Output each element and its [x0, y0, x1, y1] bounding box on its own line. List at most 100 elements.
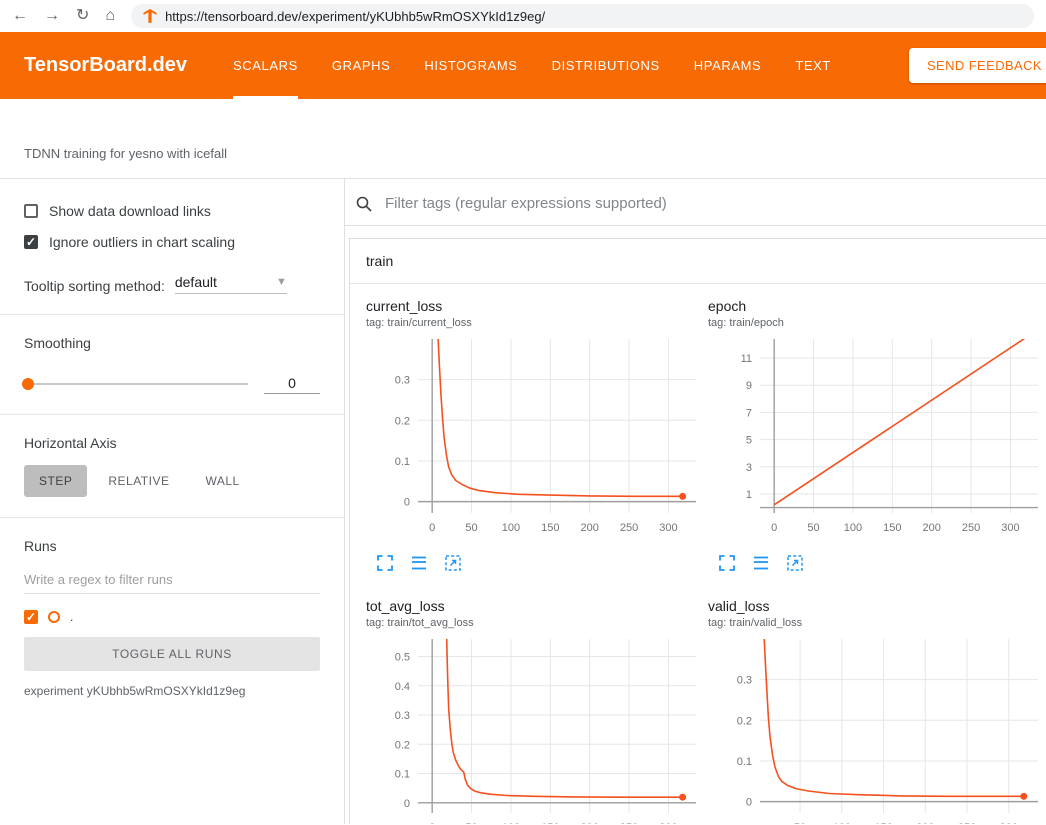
expand-chart-icon[interactable] [718, 554, 736, 572]
svg-text:200: 200 [581, 522, 599, 534]
home-icon[interactable]: ⌂ [105, 7, 116, 24]
browser-toolbar: ← → ↻ ⌂ https://tensorboard.dev/experime… [0, 0, 1046, 32]
svg-text:300: 300 [659, 822, 677, 824]
svg-text:200: 200 [923, 522, 941, 534]
svg-text:0.2: 0.2 [395, 739, 410, 751]
back-icon[interactable]: ← [12, 7, 28, 24]
tab-scalars[interactable]: SCALARS [233, 32, 298, 99]
runs-label: Runs [24, 538, 57, 554]
run-name: . [70, 610, 74, 624]
ignore-outliers-checkbox[interactable] [24, 235, 38, 249]
chart-toolbar [376, 554, 708, 572]
content-region: Show data download links Ignore outliers… [0, 178, 1046, 824]
line-chart[interactable]: 50 100 150 200 250 300 0 0.1 0.2 0.3 [708, 633, 1043, 824]
svg-text:0.2: 0.2 [737, 715, 752, 727]
chart-toolbar [718, 554, 1046, 572]
line-chart[interactable]: 0 50 100 150 200 250 300 1 3 5 7 9 11 [708, 333, 1043, 545]
svg-text:100: 100 [833, 822, 851, 824]
svg-text:50: 50 [465, 822, 477, 824]
fit-domain-icon[interactable] [444, 554, 462, 572]
app-header: TensorBoard.dev SCALARS GRAPHS HISTOGRAM… [0, 32, 1046, 99]
tab-hparams[interactable]: HPARAMS [693, 58, 762, 73]
smoothing-value-input[interactable] [264, 373, 320, 394]
svg-text:0: 0 [429, 822, 435, 824]
expand-chart-icon[interactable] [376, 554, 394, 572]
show-download-links-checkbox[interactable] [24, 204, 38, 218]
tooltip-sorting-select[interactable]: default ▼ [174, 274, 287, 294]
main-nav: SCALARS GRAPHS HISTOGRAMS DISTRIBUTIONS … [233, 32, 831, 99]
chart-tag: tag: train/current_loss [366, 317, 472, 329]
chart-title: valid_loss [708, 598, 770, 614]
tooltip-sorting-label: Tooltip sorting method: [24, 278, 165, 294]
svg-text:250: 250 [620, 822, 638, 824]
line-chart[interactable]: 0 50 100 150 200 250 300 0 0.1 0.2 0.3 [366, 333, 701, 545]
svg-text:3: 3 [746, 462, 752, 474]
svg-text:150: 150 [541, 822, 559, 824]
svg-text:5: 5 [746, 435, 752, 447]
chart-title: tot_avg_loss [366, 598, 445, 614]
chart-card-epoch: epoch tag: train/epoch 0 50 100 150 200 250 30… [708, 298, 1046, 572]
axis-step-button[interactable]: STEP [24, 465, 88, 497]
svg-text:0.2: 0.2 [395, 415, 410, 427]
tab-text[interactable]: TEXT [795, 58, 831, 73]
tooltip-sorting-value: default [174, 274, 217, 290]
log-scale-icon[interactable] [410, 554, 428, 572]
svg-text:300: 300 [659, 522, 677, 534]
app-title: TensorBoard.dev [24, 54, 187, 76]
tag-group-card: train current_loss tag: train/current_lo… [349, 238, 1046, 824]
search-icon [355, 195, 373, 213]
svg-text:11: 11 [741, 353, 752, 365]
run-row: . [24, 610, 320, 624]
tab-histograms[interactable]: HISTOGRAMS [424, 58, 518, 73]
svg-text:100: 100 [502, 822, 520, 824]
reload-icon[interactable]: ↻ [76, 7, 90, 24]
svg-text:9: 9 [746, 380, 752, 392]
svg-text:0.3: 0.3 [395, 710, 410, 722]
run-color-swatch [48, 611, 60, 623]
svg-text:150: 150 [541, 522, 559, 534]
svg-text:300: 300 [1000, 822, 1018, 824]
svg-text:0.4: 0.4 [395, 681, 410, 693]
smoothing-slider-thumb[interactable] [22, 377, 34, 390]
svg-text:150: 150 [883, 522, 901, 534]
log-scale-icon[interactable] [752, 554, 770, 572]
svg-text:0.3: 0.3 [395, 375, 410, 387]
svg-text:0: 0 [771, 522, 777, 534]
horizontal-axis-buttons: STEP RELATIVE WALL [24, 465, 320, 497]
svg-text:0: 0 [746, 797, 752, 809]
line-chart[interactable]: 0 50 100 150 200 250 300 0 0.1 0.2 0.3 0.4 0.5 [366, 633, 701, 824]
svg-text:250: 250 [620, 522, 638, 534]
experiment-title: TDNN training for yesno with icefall [24, 146, 228, 161]
runs-filter-input[interactable] [24, 566, 320, 594]
chart-title: epoch [708, 298, 747, 314]
svg-text:200: 200 [581, 822, 599, 824]
tag-group-header[interactable]: train [350, 239, 1046, 284]
tab-distributions[interactable]: DISTRIBUTIONS [551, 58, 660, 73]
run-checkbox[interactable] [24, 610, 38, 624]
tooltip-sorting-row: Tooltip sorting method: default ▼ [24, 274, 320, 294]
send-feedback-button[interactable]: SEND FEEDBACK [908, 48, 1046, 83]
ignore-outliers-row: Ignore outliers in chart scaling [24, 234, 320, 250]
svg-text:100: 100 [502, 522, 520, 534]
toggle-all-runs-button[interactable]: TOGGLE ALL RUNS [24, 637, 320, 671]
chart-card-valid-loss: valid_loss tag: train/valid_loss 50 100 15… [708, 598, 1046, 824]
svg-text:150: 150 [874, 822, 892, 824]
show-download-links-label: Show data download links [49, 203, 211, 219]
chart-tag: tag: train/epoch [708, 317, 784, 329]
ignore-outliers-label: Ignore outliers in chart scaling [49, 234, 235, 250]
smoothing-slider[interactable] [22, 377, 248, 390]
axis-relative-button[interactable]: RELATIVE [93, 465, 184, 497]
svg-text:250: 250 [962, 522, 980, 534]
svg-text:50: 50 [807, 522, 819, 534]
divider [0, 517, 344, 518]
filter-tags-input[interactable] [383, 194, 1030, 213]
tab-graphs[interactable]: GRAPHS [331, 58, 391, 73]
fit-domain-icon[interactable] [786, 554, 804, 572]
svg-text:0: 0 [404, 497, 410, 509]
axis-wall-button[interactable]: WALL [190, 465, 254, 497]
forward-icon[interactable]: → [44, 7, 60, 24]
smoothing-label: Smoothing [24, 335, 91, 351]
settings-sidebar: Show data download links Ignore outliers… [0, 179, 345, 824]
address-bar[interactable]: https://tensorboard.dev/experiment/yKUbh… [131, 4, 1034, 28]
scalars-main: train current_loss tag: train/current_lo… [345, 179, 1046, 824]
